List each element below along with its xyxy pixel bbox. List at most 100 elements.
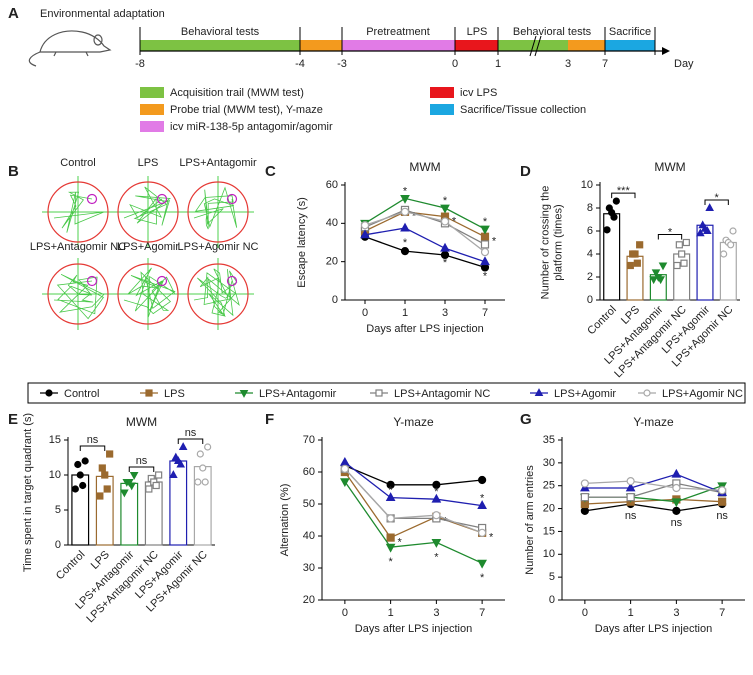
y-tick-label: 30 [303,562,315,574]
significance-label: ns [185,427,197,439]
marker [239,390,249,398]
marker [727,241,735,249]
significance-label: * [403,237,408,249]
marker [626,493,635,502]
stage-label: Behavioral tests [181,26,260,38]
legend-swatch [430,104,454,115]
swim-path [193,268,240,317]
y-tick-label: 60 [303,466,315,478]
significance-label: * [483,216,488,228]
marker [729,227,737,235]
marker [480,225,490,235]
marker [696,228,705,237]
panel-letter: F [265,411,274,428]
marker [626,261,634,270]
marker [74,460,82,469]
series-line [344,468,483,534]
marker [610,213,618,221]
y-axis-label: Time spent in target quadrant (s) [22,413,34,572]
significance-bracket [657,234,683,240]
significance-label: * [388,485,393,497]
marker [340,464,349,473]
marker [101,471,109,479]
marker [478,475,487,485]
marker [580,479,589,488]
legend-label: Probe trial (MWM test), Y-maze [170,104,323,116]
marker [431,538,442,548]
marker [680,259,688,267]
platform [226,193,238,205]
legend-label: Sacrifice/Tissue collection [460,104,586,116]
panel-letter: G [520,411,532,428]
marker [152,481,160,490]
x-tick-label: 0 [582,607,588,619]
y-tick-label: 40 [326,217,338,229]
marker [98,464,106,472]
stage-label: Behavioral tests [513,26,592,38]
legend-label: icv miR-138-5p antagomir/agomir [170,121,333,133]
significance-label: * [668,226,673,238]
significance-label: * [480,493,485,505]
x-tick-label: Control [585,304,619,338]
marker [400,195,410,204]
marker [432,480,441,489]
timeline-unit: Day [674,58,694,70]
marker [79,481,87,490]
y-axis-label: platform (times) [552,204,564,280]
timeline-tick-label: -4 [295,58,305,70]
legend-label: LPS+Agomir [554,388,616,400]
marker [678,250,686,258]
y-axis-label: Escape latency (s) [296,197,308,287]
marker [178,442,188,450]
platform [86,193,98,205]
marker [96,492,104,500]
series-line [364,211,486,253]
legend-label: Control [64,388,99,400]
marker [386,533,395,542]
marker [672,506,681,515]
y-tick-label: 10 [49,469,61,481]
series-line [584,473,723,494]
y-tick-label: 5 [549,571,555,583]
panel-letter: B [8,163,19,180]
y-tick-label: 15 [543,525,555,537]
significance-bracket [177,438,204,444]
platform [86,275,98,287]
panel-title: Environmental adaptation [40,8,165,20]
maze-pool [187,263,249,325]
legend-swatch [140,87,164,98]
panel-letter: C [265,163,276,180]
marker [477,559,487,569]
panel-letter: E [8,411,18,428]
maze-label: Control [60,157,95,169]
bar [193,466,212,546]
significance-label: * [443,257,448,269]
significance-label: * [480,572,485,584]
y-tick-label: 5 [55,504,61,516]
y-tick-label: 2 [587,271,593,283]
series-line [364,211,486,238]
marker [656,276,665,285]
y-tick-label: 0 [549,594,555,606]
series-line [364,227,486,263]
marker [431,493,442,503]
maze-pool [117,181,179,243]
swim-path [123,267,176,318]
legend-label: LPS+Antagomir [259,388,337,400]
significance-label: ns [716,510,728,522]
chart-title: Y-maze [633,415,674,429]
marker [658,262,668,271]
x-tick-label: 7 [719,607,725,619]
y-tick-label: 25 [543,480,555,492]
swim-path [123,186,171,226]
timeline-segment [605,40,655,51]
marker [720,250,728,258]
significance-label: ns [136,455,148,467]
y-axis-label: Alternation (%) [279,484,291,557]
marker [106,450,114,458]
marker [375,389,383,397]
marker [400,222,410,232]
marker [385,543,396,553]
timeline-tick-label: 7 [602,58,608,70]
legend-label: LPS [164,388,185,400]
